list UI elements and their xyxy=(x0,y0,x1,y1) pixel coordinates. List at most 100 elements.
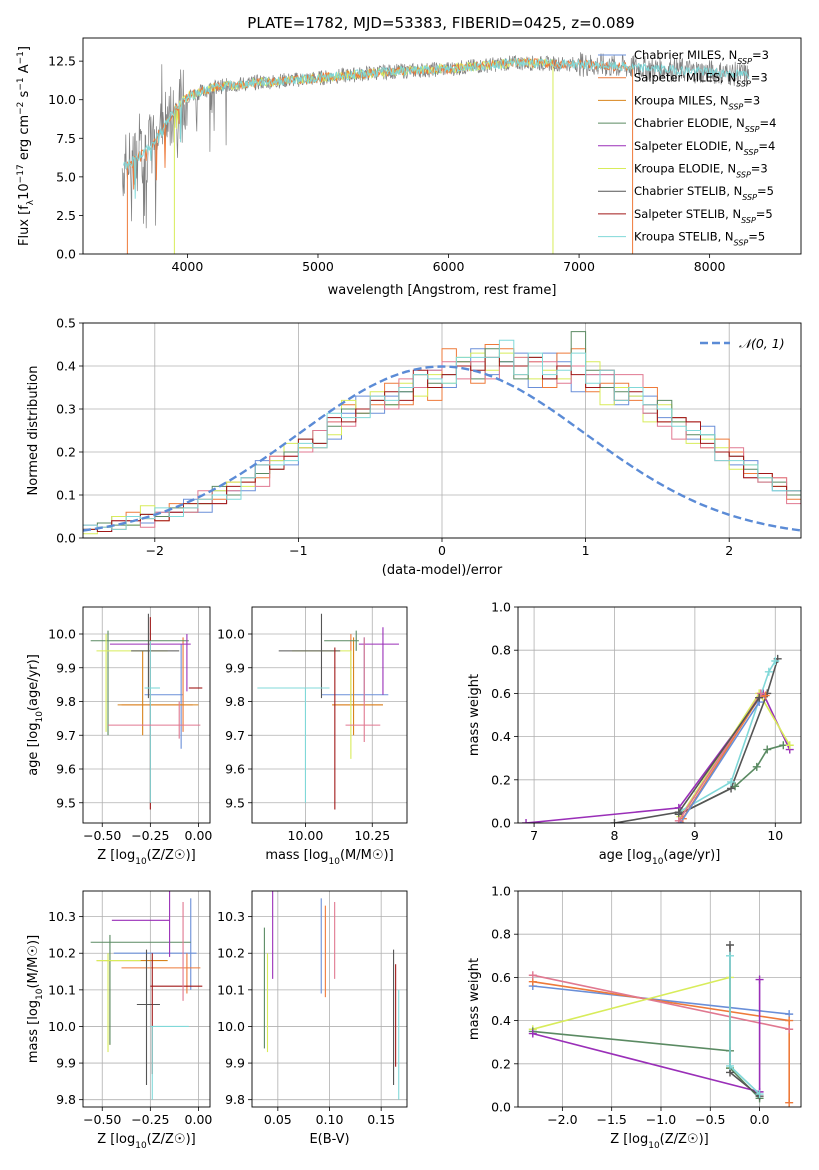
x-tick-label: 4000 xyxy=(172,259,204,274)
x-tick-label: 9 xyxy=(691,828,699,843)
model-spectrum-line xyxy=(126,57,633,190)
weight-marker xyxy=(785,1016,794,1025)
x-tick-label: −0.50 xyxy=(83,828,121,843)
y-tick-label: 10.0 xyxy=(217,627,245,642)
weight-marker xyxy=(610,819,619,823)
y-tick-label: 0.6 xyxy=(491,970,511,985)
y-tick-label: 0.2 xyxy=(491,772,511,787)
x-tick-label: −0.5 xyxy=(695,1112,725,1127)
plot-layer-z_weights xyxy=(528,941,794,1107)
y-tick-label: 0.2 xyxy=(56,445,76,460)
x-tick-label: 0.0 xyxy=(750,1112,770,1127)
y-tick-label: 10.2 xyxy=(217,946,245,961)
errorbar-point xyxy=(257,687,330,803)
y-tick-label: 9.9 xyxy=(225,660,245,675)
plot-layer-z_vs_age xyxy=(90,613,203,810)
x-tick-label: −1 xyxy=(289,543,307,558)
weight-marker xyxy=(755,975,764,984)
axes-frame xyxy=(251,890,408,1108)
y-tick-label: 9.7 xyxy=(225,728,245,743)
x-axis-label: mass [log10(M/M☉)] xyxy=(265,848,393,867)
y-tick-label: 9.7 xyxy=(56,728,76,743)
errorbar-point xyxy=(150,953,203,1075)
x-tick-label: 10 xyxy=(767,828,783,843)
legend-label: Kroupa MILES, NSSP=3 xyxy=(634,93,760,111)
weight-marker xyxy=(528,1029,537,1038)
x-axis-label: Z [log10(Z/Z☉)] xyxy=(97,1132,195,1151)
y-tick-label: 9.8 xyxy=(225,1092,245,1107)
errorbar-point xyxy=(144,644,184,749)
errorbar-point xyxy=(332,637,383,736)
y-axis-label: Flux [fλ10−17 erg cm−2 s−1 A−1] xyxy=(16,46,36,246)
y-tick-label: 9.5 xyxy=(225,795,245,810)
x-tick-label: 5000 xyxy=(302,259,334,274)
y-tick-label: 10.0 xyxy=(217,1019,245,1034)
y-tick-label: 9.9 xyxy=(225,1056,245,1071)
axes-ebv_vs_mass: 0.05 0.10 0.15 9.8 9.9 10.0 10.1 10.2 10.3 E(B-V) xyxy=(217,890,408,1147)
x-tick-label: −0.50 xyxy=(83,1112,121,1127)
x-tick-label: 1 xyxy=(582,543,590,558)
y-axis-label: age [log10(age/yr)] xyxy=(26,654,45,776)
weight-line xyxy=(678,658,779,816)
weight-marker xyxy=(726,1061,735,1070)
y-tick-label: 10.0 xyxy=(48,1019,76,1034)
x-tick-label: 10.25 xyxy=(354,828,390,843)
errorbar-point xyxy=(113,898,197,990)
errorbar-point xyxy=(358,627,399,695)
errorbar-point xyxy=(111,891,171,957)
y-tick-label: 10.3 xyxy=(217,909,245,924)
weight-line xyxy=(679,701,760,823)
axes-residuals: −2 −1 0 1 2 0.0 0.1 0.2 0.3 0.4 0.5 (data-model)/er… xyxy=(26,316,802,578)
weight-marker xyxy=(785,1098,794,1107)
y-tick-label: 0.0 xyxy=(491,1100,511,1115)
axes-z_vs_mass: −0.50 −0.25 0.00 9.8 9.9 10.0 10.1 10.2 10.3 Z [l… xyxy=(26,890,213,1151)
legend-label: Kroupa ELODIE, NSSP=3 xyxy=(634,162,768,180)
y-tick-label: 2.5 xyxy=(56,208,76,223)
plot-layer-ebv_vs_mass xyxy=(263,891,400,1100)
x-tick-label: 0.15 xyxy=(367,1112,395,1127)
weight-marker xyxy=(726,951,735,960)
plot-layer-z_vs_mass xyxy=(90,891,203,1100)
y-tick-label: 9.8 xyxy=(56,694,76,709)
x-tick-label: −0.25 xyxy=(131,828,169,843)
weight-marker xyxy=(674,816,683,823)
legend-label: Kroupa STELIB, NSSP=5 xyxy=(634,230,765,248)
axes-frame xyxy=(251,606,408,824)
x-axis-label: wavelength [Angstrom, rest frame] xyxy=(328,283,557,298)
y-tick-label: 0.8 xyxy=(491,643,511,658)
y-tick-label: 0.3 xyxy=(56,402,76,417)
weight-marker xyxy=(785,1025,794,1034)
y-axis-label: mass [log10(M/M☉)] xyxy=(26,935,45,1063)
histogram-step xyxy=(83,339,801,530)
y-tick-label: 9.9 xyxy=(56,1056,76,1071)
errorbar-point xyxy=(136,949,160,1086)
legend-label: Chabrier STELIB, NSSP=5 xyxy=(634,184,774,202)
model-spectrum-line xyxy=(123,57,749,199)
y-tick-label: 9.6 xyxy=(56,762,76,777)
y-tick-label: 0.1 xyxy=(56,488,76,503)
y-axis-label: Normed distribution xyxy=(26,366,41,496)
plot-layer-age_weights xyxy=(522,654,794,823)
x-tick-label: 0.00 xyxy=(185,1112,213,1127)
x-tick-label: 0.00 xyxy=(185,828,213,843)
y-tick-label: 10.1 xyxy=(217,982,245,997)
axes-age_weights: 7 8 9 10 0.0 0.2 0.4 0.6 0.8 1.0 age [log10(age/yr… xyxy=(467,600,802,867)
y-tick-label: 7.5 xyxy=(56,131,76,146)
weight-marker xyxy=(752,762,761,771)
axes-mass_vs_age: 10.00 10.25 9.5 9.6 9.7 9.8 9.9 10.0 mass [log10… xyxy=(217,606,408,867)
y-tick-label: 5.0 xyxy=(56,169,76,184)
axes-frame xyxy=(517,606,802,824)
y-axis-label: mass weight xyxy=(467,958,482,1040)
legend-label: Chabrier ELODIE, NSSP=4 xyxy=(634,116,776,134)
weight-line xyxy=(532,1030,761,1099)
x-axis-label: E(B-V) xyxy=(309,1132,349,1147)
y-tick-label: 0.0 xyxy=(56,247,76,262)
errorbar-point xyxy=(321,637,389,702)
x-tick-label: 2 xyxy=(725,543,733,558)
axes-frame xyxy=(82,37,802,255)
x-tick-label: −1.0 xyxy=(646,1112,676,1127)
figure-title: PLATE=1782, MJD=53383, FIBERID=0425, z=0… xyxy=(247,14,634,32)
x-axis-label: Z [log10(Z/Z☉)] xyxy=(97,848,195,867)
errorbar-point xyxy=(117,650,199,736)
